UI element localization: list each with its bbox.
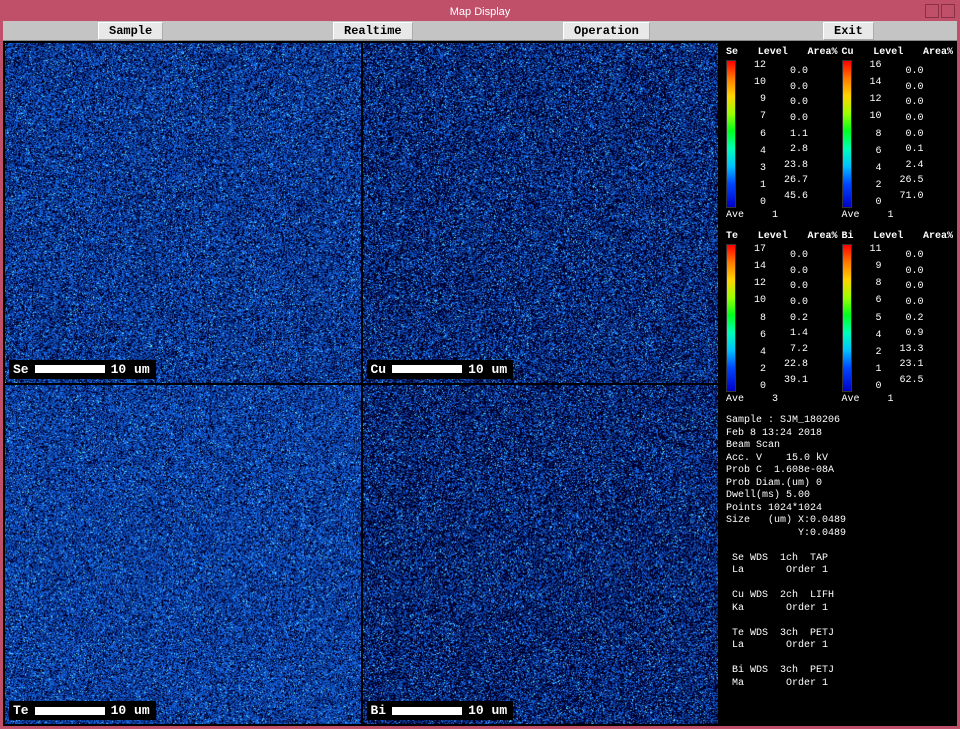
element-label: Cu	[371, 362, 387, 377]
scale-bar-icon	[392, 707, 462, 715]
minimize-icon[interactable]	[925, 4, 939, 18]
legend-area-hdr: Area%	[807, 231, 837, 242]
colorbar-icon	[726, 60, 736, 208]
legend-average: Ave1	[842, 394, 954, 405]
scale-value: 10 um	[111, 703, 150, 718]
legend-levels: 1198654210	[854, 244, 882, 392]
content: Se 10 um Cu 10 um Te 10 um Bi 10 um Se Level Area…	[3, 41, 957, 726]
legend-area-hdr: Area%	[923, 231, 953, 242]
scale-bar-icon	[392, 365, 462, 373]
legend-level-hdr: Level	[873, 47, 903, 58]
titlebar[interactable]: Map Display	[3, 3, 957, 21]
legend-areas: 0.00.00.00.00.00.12.426.571.0	[884, 60, 924, 208]
menu-exit[interactable]: Exit	[823, 22, 874, 40]
map-canvas-se	[5, 43, 361, 383]
legend-level-hdr: Level	[758, 231, 788, 242]
legend-element: Te	[726, 231, 738, 242]
element-label: Te	[13, 703, 29, 718]
legend-average: Ave1	[726, 210, 838, 221]
scale-label-bi: Bi 10 um	[367, 701, 514, 720]
menubar: Sample Realtime Operation Exit	[3, 21, 957, 41]
legend-average: Ave3	[726, 394, 838, 405]
legend-levels: 12109764310	[738, 60, 766, 208]
legend-levels: 1614121086420	[854, 60, 882, 208]
legend-element: Cu	[842, 47, 854, 58]
map-canvas-te	[5, 385, 361, 725]
menu-sample[interactable]: Sample	[98, 22, 163, 40]
map-grid: Se 10 um Cu 10 um Te 10 um Bi 10 um	[3, 41, 720, 726]
legend-level-hdr: Level	[873, 231, 903, 242]
map-canvas-bi	[363, 385, 719, 725]
scale-value: 10 um	[111, 362, 150, 377]
scale-label-te: Te 10 um	[9, 701, 156, 720]
menu-operation[interactable]: Operation	[563, 22, 650, 40]
legend-cu: Cu Level Area% 16141210864200.00.00.00.00.0…	[842, 47, 954, 221]
legend-te: Te Level Area% 17141210864200.00.00.00.00.2…	[726, 231, 838, 405]
legend-bi: Bi Level Area% 11986542100.00.00.00.00.20.9…	[842, 231, 954, 405]
map-canvas-cu	[363, 43, 719, 383]
legend-areas: 0.00.00.00.01.12.823.826.745.6	[768, 60, 808, 208]
colorbar-icon	[726, 244, 736, 392]
scale-value: 10 um	[468, 362, 507, 377]
legend-row-bottom: TeLevelArea%17141210864200.00.00.00.00.2…	[726, 231, 953, 405]
app-window: Map Display Sample Realtime Operation Ex…	[0, 0, 960, 729]
legend-levels: 1714121086420	[738, 244, 766, 392]
legend-area-hdr: Area%	[923, 47, 953, 58]
element-label: Bi	[371, 703, 387, 718]
map-panel-bi[interactable]: Bi 10 um	[363, 385, 719, 725]
colorbar-icon	[842, 244, 852, 392]
element-label: Se	[13, 362, 29, 377]
legend-area-hdr: Area%	[807, 47, 837, 58]
legend-element: Bi	[842, 231, 854, 242]
legend-average: Ave1	[842, 210, 954, 221]
scale-label-se: Se 10 um	[9, 360, 156, 379]
map-panel-te[interactable]: Te 10 um	[5, 385, 361, 725]
legend-areas: 0.00.00.00.00.21.47.222.839.1	[768, 244, 808, 392]
legend-areas: 0.00.00.00.00.20.913.323.162.5	[884, 244, 924, 392]
legend-se: Se Level Area% 121097643100.00.00.00.01.12.…	[726, 47, 838, 221]
window-title: Map Display	[450, 6, 511, 18]
maximize-icon[interactable]	[941, 4, 955, 18]
scale-bar-icon	[35, 707, 105, 715]
map-panel-cu[interactable]: Cu 10 um	[363, 43, 719, 383]
info-panel: Sample : SJM_180206 Feb 8 13:24 2018 Bea…	[726, 415, 953, 690]
scale-value: 10 um	[468, 703, 507, 718]
map-panel-se[interactable]: Se 10 um	[5, 43, 361, 383]
legend-row-top: Se Level Area% 121097643100.00.00.00.01.12.…	[726, 47, 953, 221]
sidebar: Se Level Area% 121097643100.00.00.00.01.12.…	[720, 41, 957, 726]
menu-realtime[interactable]: Realtime	[333, 22, 413, 40]
legend-element: Se	[726, 47, 738, 58]
scale-bar-icon	[35, 365, 105, 373]
scale-label-cu: Cu 10 um	[367, 360, 514, 379]
colorbar-icon	[842, 60, 852, 208]
legend-level-hdr: Level	[758, 47, 788, 58]
